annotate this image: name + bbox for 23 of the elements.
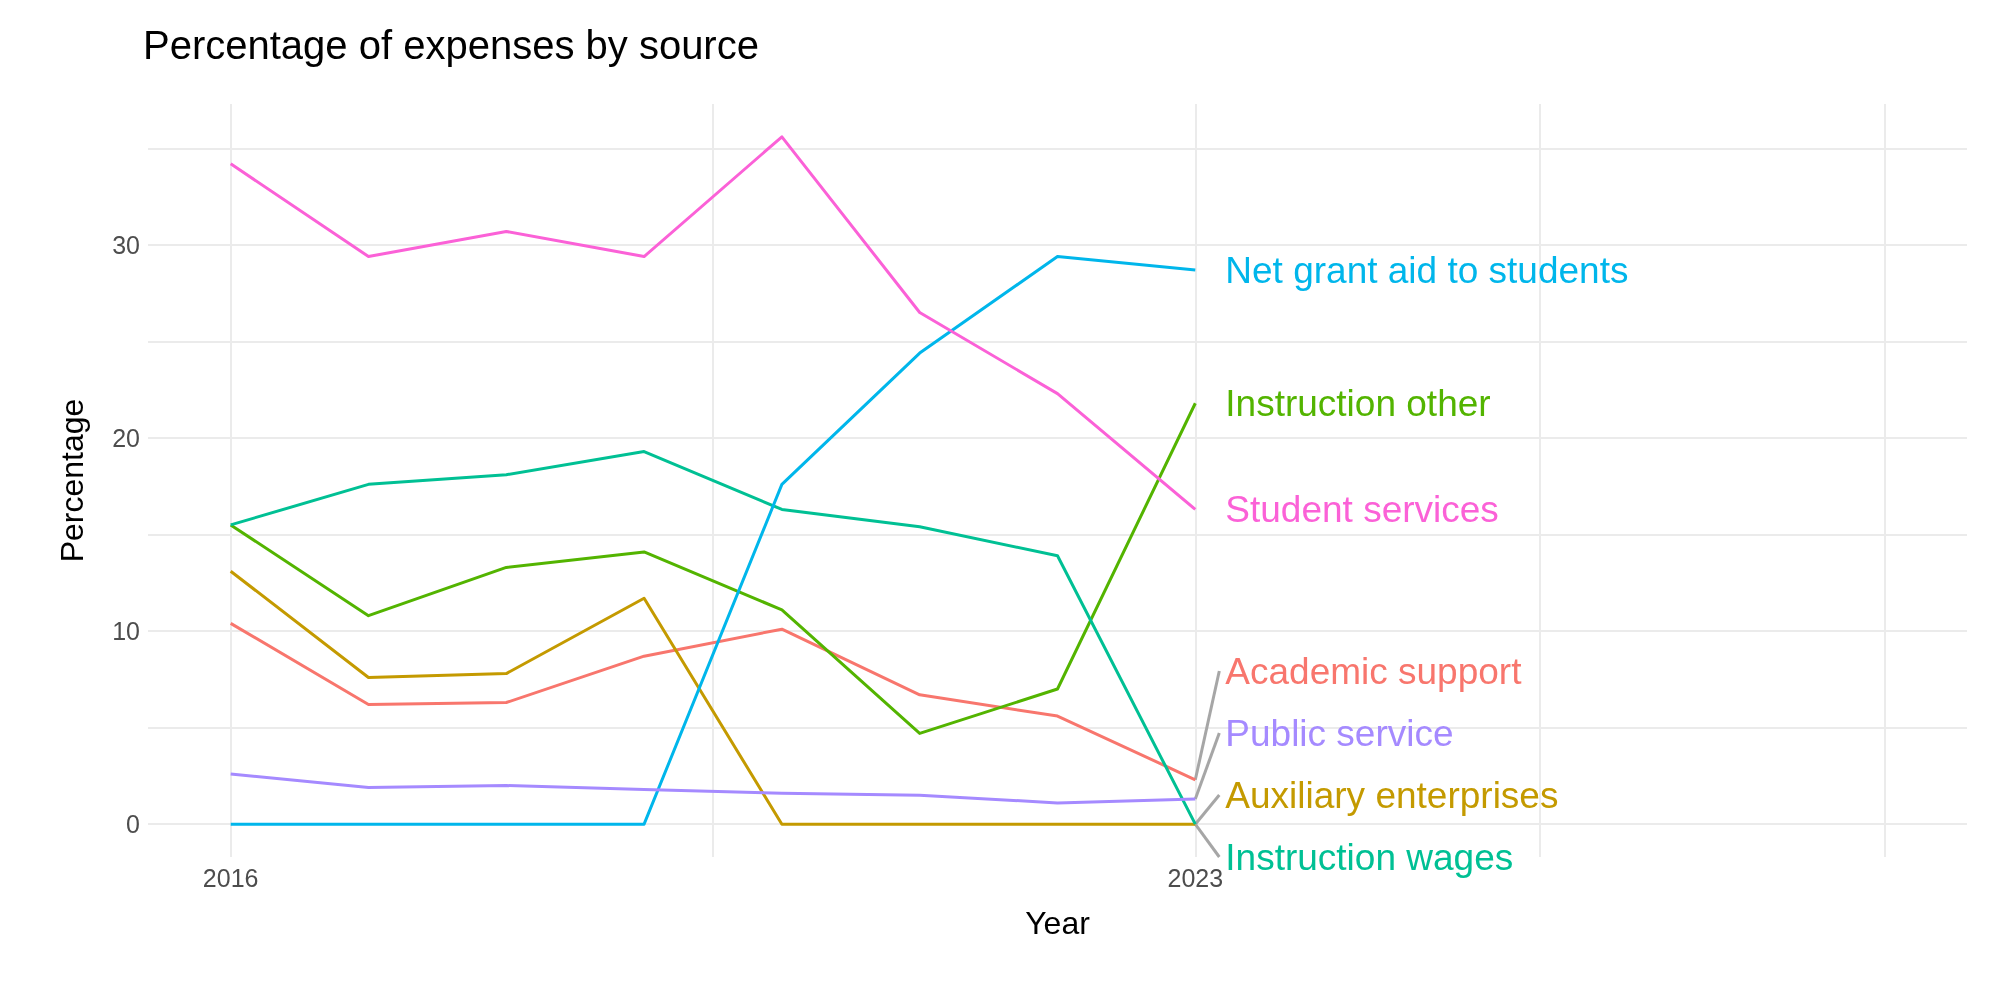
series-label: Net grant aid to students	[1225, 249, 1629, 291]
chart-title: Percentage of expenses by source	[143, 23, 759, 67]
text: Academic support	[1225, 650, 1523, 692]
line-series	[229, 772, 1197, 805]
x-tick-label: 2016	[202, 863, 259, 892]
y-tick-label: 0	[126, 810, 140, 839]
x-tick-label: 2023	[1167, 863, 1224, 892]
y-tick-label: 10	[112, 617, 140, 646]
series-label: Public service	[1225, 712, 1454, 754]
series-label: Student services	[1225, 488, 1499, 530]
line-series	[229, 135, 1197, 511]
line-series	[229, 255, 1197, 826]
line-series	[229, 401, 1197, 735]
series-label: Instruction other	[1225, 382, 1491, 424]
line-series	[229, 569, 1197, 826]
line-series	[229, 621, 1197, 782]
series-label: Instruction wages	[1225, 836, 1514, 878]
y-axis-title: Percentage	[54, 398, 90, 563]
line-series	[229, 450, 1197, 826]
x-axis-title: Year	[1025, 905, 1091, 941]
y-tick-label: 20	[112, 424, 140, 453]
series-label: Auxiliary enterprises	[1225, 774, 1559, 816]
y-tick-label: 30	[112, 230, 140, 259]
